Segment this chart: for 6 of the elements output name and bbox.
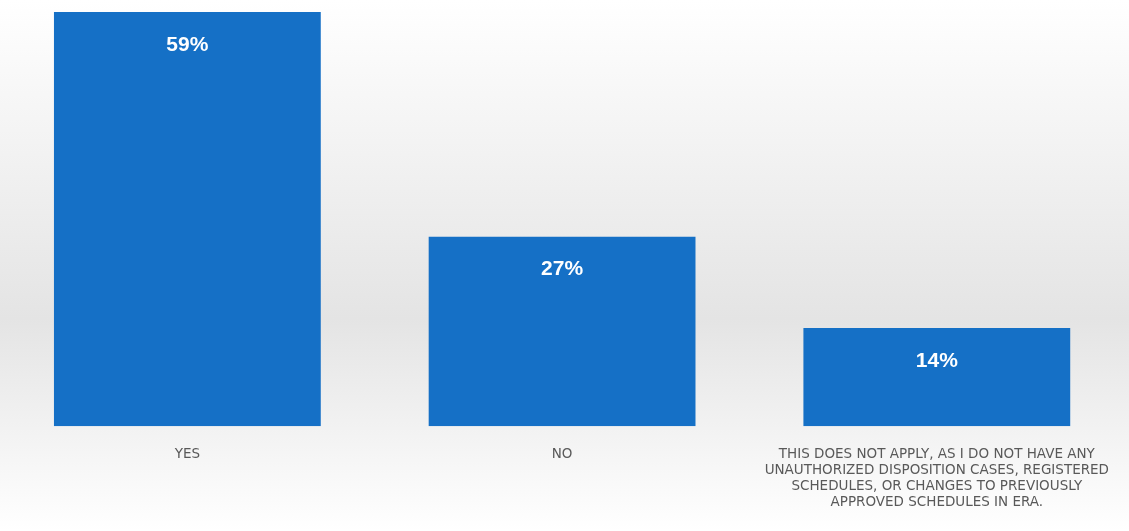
x-tick-label: NO — [551, 444, 573, 461]
x-tick-label: YES — [173, 444, 201, 461]
data-label: 59% — [166, 31, 209, 55]
data-label: 14% — [915, 347, 959, 371]
data-label: 27% — [541, 256, 584, 280]
x-tick-label: THIS DOES NOT APPLY, AS I DO NOT HAVE ANY UNAUTHORIZED DISPOSITION CASES, REGISTERED SCHEDULES, OR CHANGES TO PREVIOUSLY APPROVED SCHEDULES IN ERA. — [764, 444, 1109, 510]
